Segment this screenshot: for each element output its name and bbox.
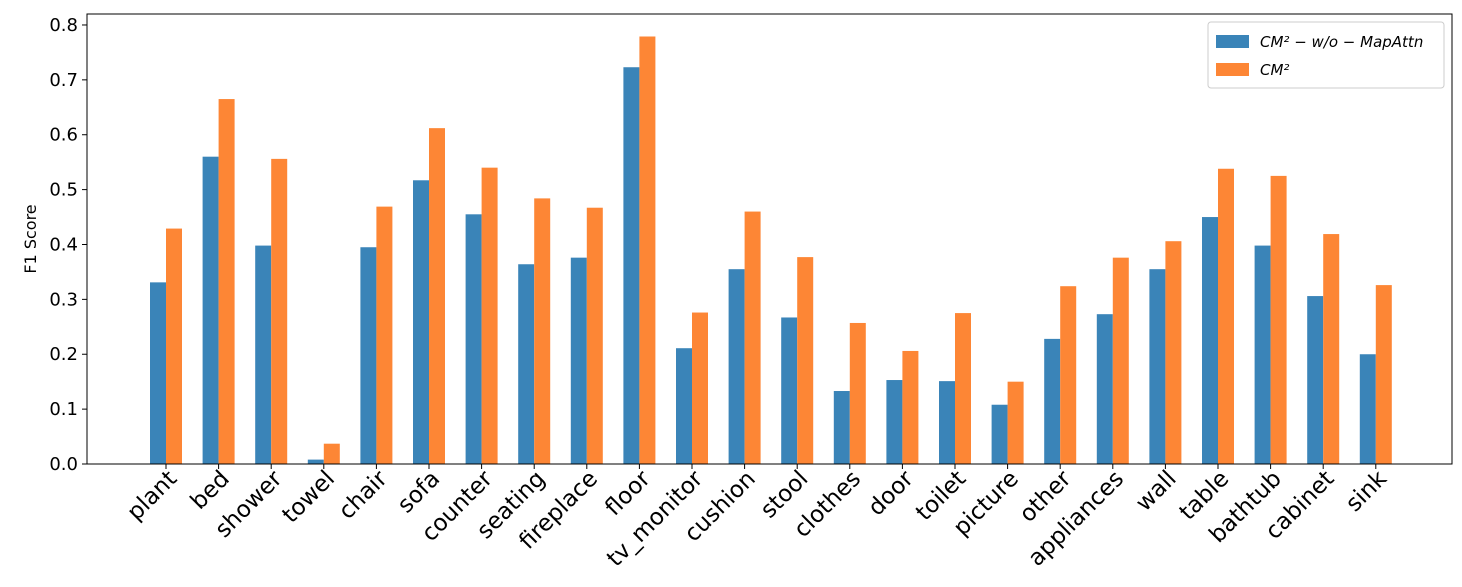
legend-swatch-series-2 [1216, 63, 1249, 76]
bar-series-1-table [1202, 217, 1218, 464]
bar-series-1-toilet [939, 381, 955, 464]
bar-series-1-sofa [413, 180, 429, 464]
bar-series-1-wall [1149, 269, 1166, 464]
bar-series-2-bathtub [1270, 175, 1287, 464]
bar-series-1-clothes [833, 391, 850, 464]
bar-series-1-seating [518, 264, 535, 464]
legend: CM² − w/o − MapAttn CM² [1207, 21, 1445, 89]
bars-group [150, 36, 1392, 465]
x-tick-label-chair: chair [334, 465, 393, 524]
bar-series-1-shower [255, 245, 272, 464]
bar-series-1-picture [991, 404, 1008, 464]
bar-series-1-chair [360, 247, 377, 464]
x-tick-label-sink: sink [1341, 465, 1393, 517]
y-tick-label: 0.3 [49, 289, 78, 310]
bar-series-1-cabinet [1307, 296, 1324, 464]
legend-swatch-series-1 [1216, 35, 1249, 48]
bar-series-2-sofa [429, 128, 445, 464]
legend-label-series-1: CM² − w/o − MapAttn [1260, 33, 1423, 51]
y-tick-label: 0.1 [49, 399, 78, 420]
bar-series-2-clothes [849, 322, 866, 464]
plot-frame [86, 13, 1453, 465]
bar-series-2-shower [271, 158, 288, 464]
bar-series-2-wall [1165, 241, 1182, 464]
y-axis-label: F1 Score [21, 204, 40, 273]
bar-series-2-door [902, 350, 919, 464]
y-tick-label: 0.0 [49, 454, 78, 475]
y-axis: 0.0 0.1 0.2 0.3 0.4 0.5 0.6 0.7 0.8 [49, 15, 87, 475]
y-tick-label: 0.2 [49, 344, 78, 365]
bar-series-2-tv_monitor [692, 312, 708, 464]
bar-series-2-toilet [955, 313, 971, 464]
bar-series-1-cushion [728, 269, 745, 464]
y-tick-label: 0.5 [49, 180, 78, 201]
bar-series-1-other [1044, 338, 1061, 464]
bar-series-2-fireplace [586, 207, 603, 464]
bar-series-1-sink [1359, 354, 1376, 464]
bar-series-2-chair [376, 206, 393, 464]
bar-series-1-door [886, 380, 903, 464]
bar-series-2-bed [218, 99, 235, 464]
x-tick-label-plant: plant [122, 466, 182, 526]
bar-series-1-bed [202, 156, 219, 464]
legend-box [1207, 21, 1445, 89]
bar-series-2-other [1060, 286, 1077, 464]
bar-series-2-cabinet [1323, 234, 1340, 464]
bar-series-2-plant [166, 228, 182, 464]
legend-label-series-2: CM² [1260, 61, 1289, 79]
bar-series-2-stool [797, 257, 814, 464]
bar-series-1-fireplace [570, 257, 587, 464]
y-tick-label: 0.7 [49, 70, 78, 91]
bar-series-2-floor [639, 36, 656, 464]
bar-series-1-tv_monitor [676, 348, 692, 464]
bar-series-1-floor [623, 67, 640, 465]
bar-series-1-towel [307, 459, 324, 464]
x-tick-label-wall: wall [1131, 466, 1182, 517]
bar-series-2-appliances [1112, 257, 1129, 464]
x-tick-label-door: door [863, 465, 919, 521]
x-tick-label-towel: towel [277, 466, 340, 529]
bar-series-2-counter [481, 167, 498, 464]
y-tick-label: 0.4 [49, 234, 78, 255]
bar-series-1-appliances [1096, 314, 1113, 464]
bar-series-2-towel [323, 443, 340, 464]
bar-series-2-seating [534, 198, 551, 464]
y-tick-label: 0.6 [49, 125, 78, 146]
bar-series-2-picture [1007, 381, 1024, 464]
bar-series-1-bathtub [1254, 245, 1271, 464]
bar-series-2-cushion [744, 211, 761, 464]
bar-series-1-plant [150, 282, 166, 464]
y-tick-label: 0.8 [49, 15, 78, 36]
bar-series-1-stool [781, 317, 798, 464]
bar-series-2-table [1218, 168, 1234, 464]
bar-series-2-sink [1375, 285, 1392, 464]
bar-series-1-counter [465, 214, 482, 464]
